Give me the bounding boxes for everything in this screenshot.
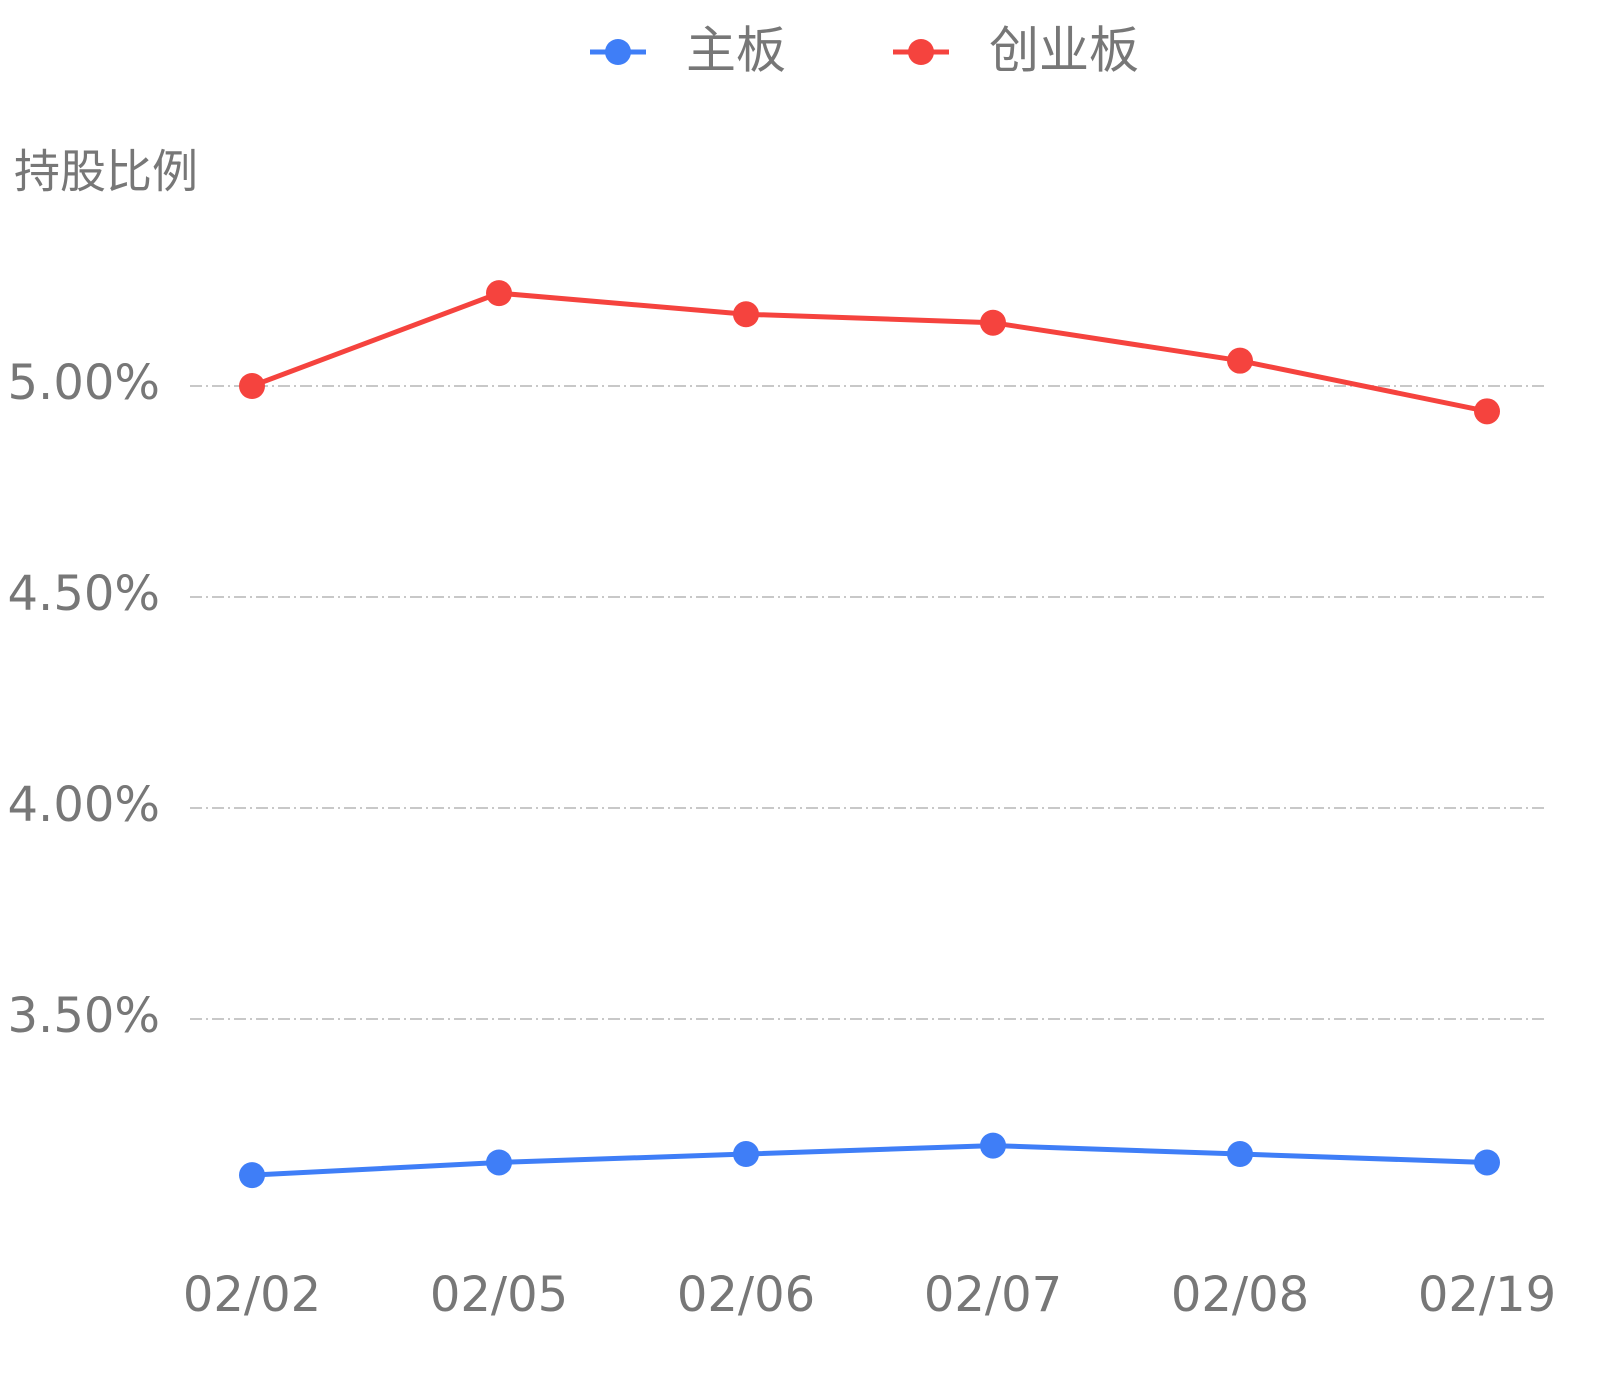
- x-tick-label: 02/19: [1418, 1267, 1556, 1323]
- data-point: [1227, 1141, 1253, 1168]
- x-tick-label: 02/08: [1171, 1267, 1309, 1323]
- y-tick-label: 4.50%: [8, 566, 160, 622]
- series-line: [251, 290, 1488, 414]
- data-point: [486, 280, 512, 307]
- data-point: [733, 301, 759, 328]
- data-point: [1474, 1149, 1500, 1176]
- data-point: [239, 1162, 265, 1189]
- y-axis-title: 持股比例: [14, 145, 198, 199]
- x-tick-label: 02/07: [924, 1267, 1062, 1323]
- x-tick-label: 02/05: [430, 1267, 568, 1323]
- data-point: [980, 1132, 1006, 1159]
- data-point: [486, 1149, 512, 1176]
- data-point: [980, 309, 1006, 336]
- x-tick-label: 02/02: [183, 1267, 321, 1323]
- y-tick-label: 3.50%: [8, 988, 160, 1044]
- y-tick-label: 4.00%: [8, 777, 160, 833]
- data-point: [1227, 347, 1253, 374]
- x-tick-label: 02/06: [677, 1267, 815, 1323]
- legend-label: 主板: [686, 22, 786, 80]
- data-point: [1474, 398, 1500, 425]
- legend-marker: [908, 39, 934, 65]
- y-tick-label: 5.00%: [8, 355, 160, 411]
- data-point: [239, 373, 265, 399]
- data-point: [733, 1141, 759, 1168]
- legend-marker: [605, 39, 631, 65]
- series-line: [251, 1143, 1488, 1178]
- legend-label: 创业板: [989, 22, 1139, 80]
